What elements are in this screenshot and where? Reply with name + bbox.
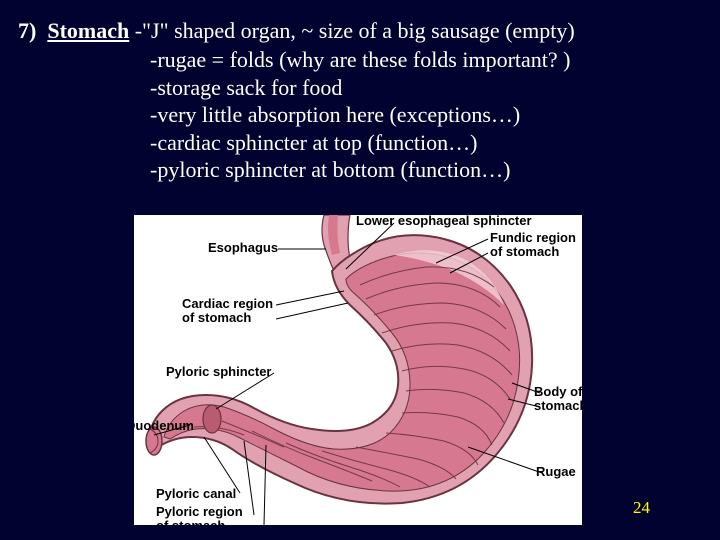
title-line: 7) Stomach -"J" shaped organ, ~ size of … <box>18 18 575 44</box>
label-fundic-region: Fundic regionof stomach <box>490 231 576 258</box>
label-body: Body ofstomach <box>534 385 582 412</box>
label-pyloric-canal: Pyloric canal <box>156 487 236 501</box>
bullet-item: -cardiac sphincter at top (function…) <box>150 129 571 157</box>
label-cardiac-region: Cardiac regionof stomach <box>182 297 273 324</box>
page-number: 24 <box>633 498 650 518</box>
label-lower-eso-sphincter: Lower esophageal sphincter <box>356 215 532 228</box>
label-duodenum: Duodenum <box>134 419 194 433</box>
title-bold: Stomach <box>47 18 129 43</box>
bullet-list: -rugae = folds (why are these folds impo… <box>150 46 571 184</box>
label-pyloric-region: Pyloric regionof stomach <box>156 505 243 525</box>
bullet-item: -storage sack for food <box>150 74 571 102</box>
stomach-diagram: Esophagus Lower esophageal sphincter Fun… <box>134 215 582 525</box>
label-pyloric-sphincter: Pyloric sphincter <box>166 365 271 379</box>
label-esophagus: Esophagus <box>208 241 278 255</box>
bullet-item: -rugae = folds (why are these folds impo… <box>150 46 571 74</box>
title-rest: -"J" shaped organ, ~ size of a big sausa… <box>129 18 575 43</box>
bullet-item: -pyloric sphincter at bottom (function…) <box>150 156 571 184</box>
bullet-item: -very little absorption here (exceptions… <box>150 101 571 129</box>
label-rugae: Rugae <box>536 465 576 479</box>
item-number: 7) <box>18 18 36 43</box>
